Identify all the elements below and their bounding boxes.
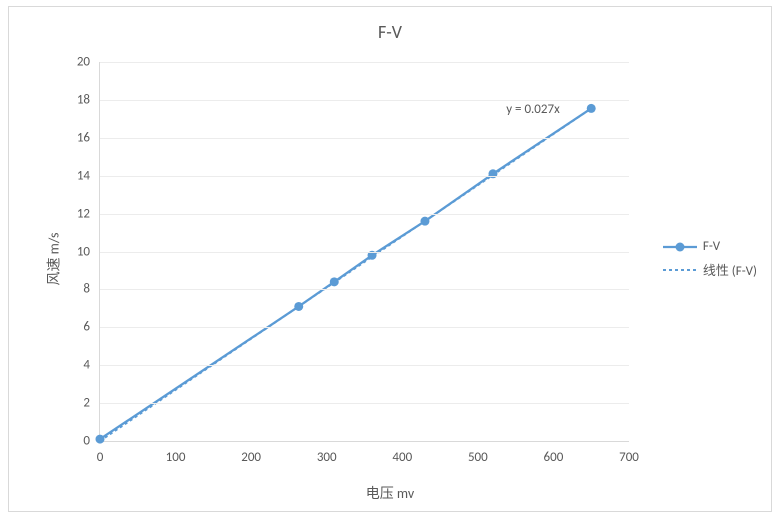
x-tick-label: 700 (619, 450, 639, 465)
y-tick-label: 20 (77, 55, 90, 70)
data-point (294, 302, 303, 311)
data-point (488, 169, 497, 178)
x-tick-label: 0 (97, 450, 104, 465)
legend: F-V 线性 (F-V) (663, 233, 757, 285)
y-tick-label: 12 (77, 206, 90, 221)
y-tick-label: 4 (83, 358, 90, 373)
y-tick-label: 10 (77, 244, 90, 259)
legend-swatch-fv (663, 240, 697, 254)
legend-label-trend: 线性 (F-V) (703, 260, 757, 279)
x-tick-label: 600 (544, 450, 564, 465)
data-point (420, 217, 429, 226)
x-tick-label: 300 (317, 450, 337, 465)
legend-label-fv: F-V (703, 239, 720, 254)
gridline-h (100, 289, 629, 290)
legend-item-trend: 线性 (F-V) (663, 260, 757, 279)
y-tick-label: 16 (77, 130, 90, 145)
data-point (587, 104, 596, 113)
y-tick-label: 14 (77, 168, 90, 183)
trendline-equation: y = 0.027x (506, 102, 560, 117)
gridline-h (100, 138, 629, 139)
legend-item-fv: F-V (663, 239, 757, 254)
gridline-h (100, 403, 629, 404)
y-tick-label: 18 (77, 92, 90, 107)
x-axis-label: 电压 mv (9, 483, 771, 503)
x-tick-label: 500 (468, 450, 488, 465)
chart-frame: F-V 风速 m/s 电压 mv y = 0.027x 024681012141… (8, 6, 772, 512)
x-tick-label: 400 (392, 450, 412, 465)
x-tick-label: 100 (166, 450, 186, 465)
chart-title: F-V (9, 21, 771, 43)
gridline-h (100, 176, 629, 177)
gridline-h (100, 252, 629, 253)
gridline-h (100, 365, 629, 366)
series-polyline (100, 108, 591, 439)
data-point (330, 277, 339, 286)
legend-swatch-trend (663, 263, 697, 277)
gridline-h (100, 327, 629, 328)
gridline-h (100, 214, 629, 215)
x-tick-label: 200 (241, 450, 261, 465)
data-point (96, 435, 105, 444)
gridline-h (100, 62, 629, 63)
y-tick-label: 2 (83, 396, 90, 411)
gridline-h (100, 100, 629, 101)
y-tick-label: 6 (83, 320, 90, 335)
y-axis-label: 风速 m/s (43, 233, 63, 286)
y-tick-label: 0 (83, 434, 90, 449)
plot-area: y = 0.027x 02468101214161820010020030040… (99, 62, 629, 442)
y-tick-label: 8 (83, 282, 90, 297)
